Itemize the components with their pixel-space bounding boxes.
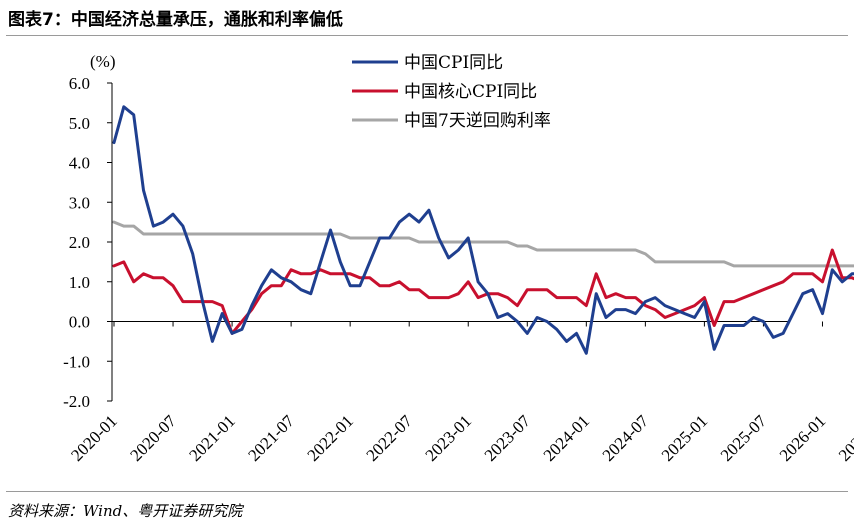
x-tick-label: 2022-07: [363, 411, 417, 465]
y-tick-label: 1.0: [69, 273, 90, 292]
x-tick-label: 2025-01: [658, 411, 712, 465]
legend-label-1: 中国核心CPI同比: [404, 82, 537, 102]
x-tick-label: 2020-07: [126, 411, 180, 465]
x-tick-label: 2023-01: [422, 411, 476, 465]
x-tick-label: 2024-01: [540, 411, 594, 465]
x-tick-label: 2025-07: [717, 411, 771, 465]
x-tick-label: 2023-07: [481, 411, 535, 465]
y-tick-label: 3.0: [69, 193, 90, 212]
x-tick-label: 2021-07: [244, 411, 298, 465]
x-tick-label: 2024-07: [599, 411, 653, 465]
y-tick-label: 6.0: [69, 74, 90, 93]
y-tick-label: 5.0: [69, 114, 90, 133]
title-divider: [6, 35, 848, 36]
series-line-1: [112, 248, 854, 335]
x-tick-label: 2022-01: [303, 411, 357, 465]
y-tick-label: -1.0: [63, 352, 90, 371]
series-line-2: [112, 220, 854, 268]
x-tick-label: 2021-01: [185, 411, 239, 465]
x-tick-label: 2026-07: [835, 411, 854, 465]
y-axis-unit: (%): [90, 52, 115, 71]
x-tick-label: 2026-01: [776, 411, 830, 465]
y-tick-label: 0.0: [69, 313, 90, 332]
legend-label-2: 中国7天逆回购利率: [404, 111, 551, 131]
legend-label-0: 中国CPI同比: [404, 53, 503, 73]
series-line-0: [112, 105, 854, 355]
x-tick-label: 2020-01: [67, 411, 121, 465]
series-lines: [112, 105, 854, 355]
chart-title: 图表7：中国经济总量承压，通胀和利率偏低: [8, 10, 343, 30]
y-tick-label: 4.0: [69, 154, 90, 173]
y-tick-label: -2.0: [63, 392, 90, 411]
source-divider: [6, 491, 848, 492]
y-tick-label: 2.0: [69, 233, 90, 252]
source-note: 资料来源：Wind、粤开证券研究院: [8, 502, 243, 520]
